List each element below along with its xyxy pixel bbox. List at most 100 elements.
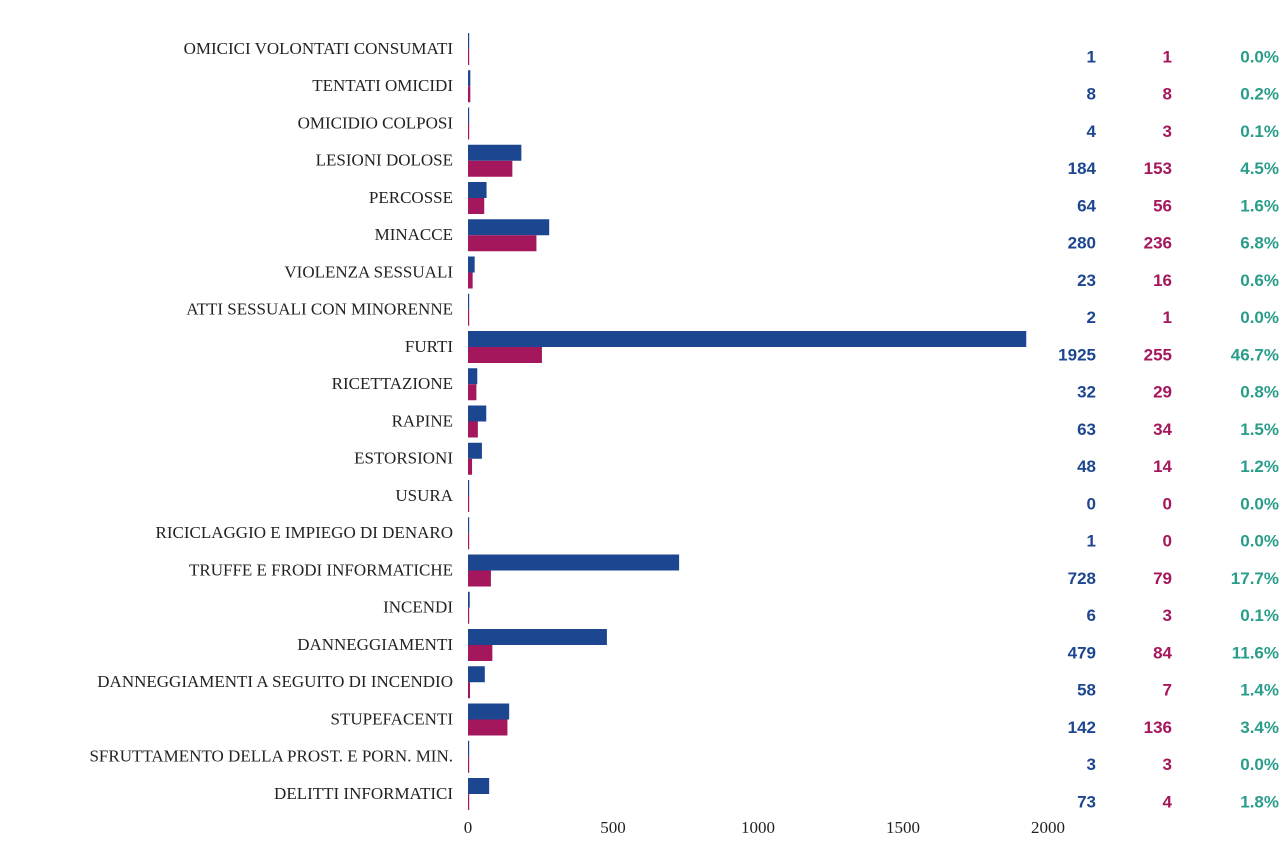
bar [468, 406, 486, 422]
bar [468, 235, 536, 251]
share-label: 0.2% [1240, 85, 1279, 104]
bar [468, 629, 607, 645]
category-label: OMICICI VOLONTATI CONSUMATI [184, 39, 454, 58]
share-label: 1.4% [1240, 681, 1279, 700]
category-label: FURTI [405, 337, 453, 356]
bar [468, 459, 472, 475]
bar [468, 757, 469, 773]
bar [468, 704, 509, 720]
category-label: RICICLAGGIO E IMPIEGO DI DENARO [156, 523, 453, 542]
bar [468, 794, 469, 810]
category-label: TENTATI OMICIDI [312, 76, 453, 95]
bar [468, 645, 492, 661]
value-label: 3 [1163, 755, 1172, 774]
value-label: 0 [1087, 494, 1096, 513]
x-tick-label: 1000 [741, 818, 775, 837]
value-label: 29 [1153, 383, 1172, 402]
share-label: 0.0% [1240, 494, 1279, 513]
x-tick-label: 2000 [1031, 818, 1065, 837]
value-label: 136 [1144, 718, 1172, 737]
value-label: 58 [1077, 681, 1096, 700]
value-label: 16 [1153, 271, 1172, 290]
bar [468, 273, 473, 289]
bar [468, 145, 521, 161]
share-label: 1.6% [1240, 196, 1279, 215]
bar [468, 49, 469, 65]
value-label: 14 [1153, 457, 1172, 476]
value-label: 79 [1153, 569, 1172, 588]
bar [468, 443, 482, 459]
value-label: 1 [1087, 532, 1096, 551]
category-label: STUPEFACENTI [331, 709, 454, 728]
bar [468, 571, 491, 587]
value-label: 153 [1144, 159, 1172, 178]
value-label: 1 [1087, 47, 1096, 66]
share-label: 6.8% [1240, 234, 1279, 253]
category-label: ESTORSIONI [354, 449, 453, 468]
category-label: INCENDI [383, 598, 453, 617]
share-label: 4.5% [1240, 159, 1279, 178]
share-label: 3.4% [1240, 718, 1279, 737]
value-label: 236 [1144, 234, 1172, 253]
value-label: 280 [1068, 234, 1096, 253]
share-label: 0.0% [1240, 47, 1279, 66]
share-label: 1.5% [1240, 420, 1279, 439]
value-label: 728 [1068, 569, 1096, 588]
value-label: 1 [1163, 308, 1172, 327]
bar [468, 182, 487, 198]
category-label: LESIONI DOLOSE [316, 151, 453, 170]
value-label: 255 [1144, 345, 1172, 364]
share-label: 0.1% [1240, 122, 1279, 141]
bar [468, 666, 485, 682]
share-label: 0.0% [1240, 308, 1279, 327]
chart: 0500100015002000OMICICI VOLONTATI CONSUM… [0, 0, 1282, 842]
bar [468, 517, 469, 533]
value-label: 8 [1087, 85, 1096, 104]
value-label: 4 [1087, 122, 1097, 141]
share-label: 0.0% [1240, 755, 1279, 774]
bar [468, 555, 679, 571]
value-label: 184 [1068, 159, 1097, 178]
share-label: 11.6% [1232, 643, 1279, 662]
value-label: 2 [1087, 308, 1096, 327]
bar [468, 778, 489, 794]
bar [468, 682, 470, 698]
value-label: 32 [1077, 383, 1096, 402]
bar [468, 592, 470, 608]
bar [468, 741, 469, 757]
category-label: TRUFFE E FRODI INFORMATICHE [189, 560, 453, 579]
bar [468, 310, 469, 326]
category-label: USURA [395, 486, 453, 505]
bar [468, 108, 469, 124]
bar [468, 720, 507, 736]
bar [468, 533, 469, 549]
category-label: DANNEGGIAMENTI [297, 635, 453, 654]
bar [468, 331, 1026, 347]
value-label: 73 [1077, 792, 1096, 811]
category-label: OMICIDIO COLPOSI [298, 113, 454, 132]
category-label: MINACCE [375, 225, 453, 244]
value-label: 34 [1153, 420, 1172, 439]
bar [468, 347, 542, 363]
share-label: 1.8% [1240, 792, 1279, 811]
value-label: 48 [1077, 457, 1096, 476]
value-label: 7 [1163, 681, 1172, 700]
share-label: 1.2% [1240, 457, 1279, 476]
value-label: 23 [1077, 271, 1096, 290]
bar [468, 161, 512, 177]
value-label: 1925 [1058, 345, 1096, 364]
bar [468, 480, 469, 496]
x-tick-label: 1500 [886, 818, 920, 837]
bar [468, 257, 475, 273]
share-label: 17.7% [1231, 569, 1279, 588]
value-label: 64 [1077, 196, 1096, 215]
bar [468, 124, 469, 140]
value-label: 63 [1077, 420, 1096, 439]
category-label: VIOLENZA SESSUALI [284, 262, 453, 281]
bar [468, 33, 469, 49]
category-label: RAPINE [392, 411, 453, 430]
value-label: 3 [1163, 606, 1172, 625]
share-label: 0.0% [1240, 532, 1279, 551]
category-label: SFRUTTAMENTO DELLA PROST. E PORN. MIN. [89, 747, 453, 766]
page: {"chart_data": {"type": "hbar", "categor… [0, 0, 1282, 842]
